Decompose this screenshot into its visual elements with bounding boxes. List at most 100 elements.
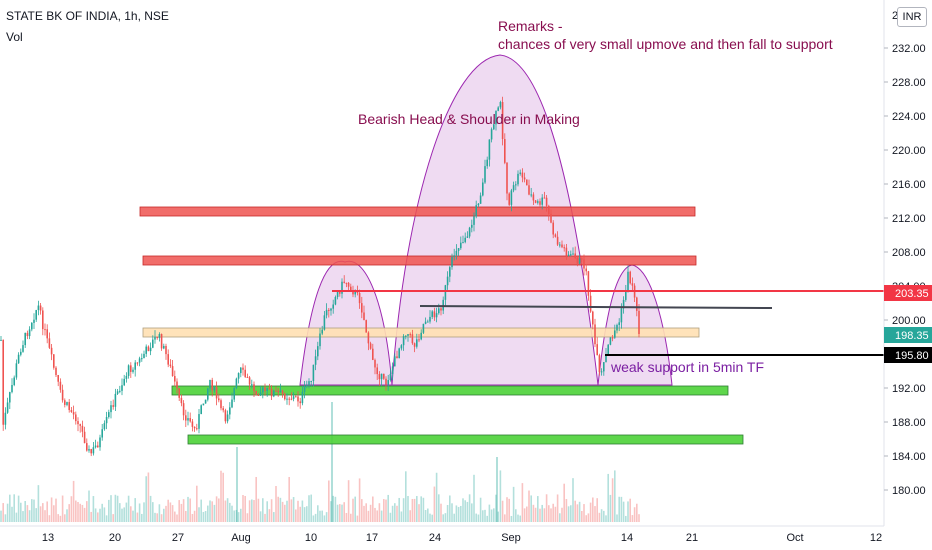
candle-body: [352, 291, 354, 295]
volume-bar: [215, 496, 218, 522]
candle-body: [251, 384, 253, 386]
support-zone-upper[interactable]: [171, 385, 729, 396]
volume-bar: [119, 503, 121, 522]
volume-bar: [442, 514, 444, 522]
candle-body: [365, 320, 367, 333]
resistance-zone-lower[interactable]: [142, 255, 697, 266]
candle-body: [537, 201, 539, 203]
candle-body: [319, 333, 321, 347]
volume-bar: [90, 511, 92, 522]
volume-bar: [589, 502, 592, 522]
candle-body: [620, 308, 623, 323]
volume-bar: [281, 501, 284, 522]
candlestick-series: [0, 96, 640, 457]
neckline-line[interactable]: [419, 305, 773, 309]
time-tick-label: Sep: [501, 532, 521, 544]
volume-bar: [57, 514, 59, 522]
candle-body: [554, 234, 557, 237]
volume-bar: [574, 500, 576, 522]
volume-bar: [636, 503, 638, 522]
volume-bar: [638, 514, 640, 522]
volume-bar: [123, 507, 125, 522]
candle-body: [248, 377, 251, 385]
candle-body: [517, 173, 519, 185]
volume-bar: [224, 500, 227, 522]
volume-bar: [383, 499, 385, 522]
candle-body: [2, 339, 4, 425]
candle-body: [343, 281, 345, 283]
candle-body: [13, 377, 15, 385]
volume-bar: [592, 497, 594, 522]
candle-body: [585, 268, 587, 272]
volume-bar: [147, 472, 150, 522]
volume-bar: [369, 504, 372, 522]
candle-body: [614, 330, 616, 338]
candle-body: [548, 205, 550, 214]
candle-body: [559, 244, 561, 246]
candle-body: [347, 282, 350, 287]
volume-bar: [486, 515, 488, 522]
time-axis[interactable]: 13 20 27 Aug 10 17 24 Sep 14 21 Oct 12: [42, 532, 882, 544]
candle-body: [567, 254, 570, 256]
candle-body: [209, 379, 211, 389]
candle-body: [81, 425, 84, 432]
volume-bar: [288, 476, 290, 522]
candle-body: [156, 336, 158, 339]
candle-body: [167, 354, 169, 365]
candle-body: [402, 335, 405, 346]
volume-bar: [284, 504, 286, 522]
volume-bar: [539, 508, 541, 522]
volume-bar: [341, 504, 343, 522]
volume-bar: [394, 503, 396, 522]
candle-body: [303, 386, 306, 392]
volume-bar: [570, 505, 572, 522]
candle-body: [277, 390, 279, 393]
volume-bar: [363, 505, 365, 522]
volume-bar: [182, 499, 185, 522]
candle-body: [242, 367, 244, 370]
candle-body: [446, 276, 449, 286]
pattern-note: Bearish Head & Shoulder in Making: [358, 111, 580, 127]
candle-body: [473, 216, 475, 225]
currency-button[interactable]: INR: [897, 7, 927, 27]
svg-text:195.80: 195.80: [895, 350, 929, 362]
candle-body: [405, 335, 407, 337]
volume-bar: [446, 505, 449, 522]
volume-bar: [609, 494, 612, 522]
candle-body: [220, 400, 222, 409]
candle-body: [165, 345, 167, 355]
candle-body: [97, 445, 99, 448]
volume-bar: [499, 470, 502, 522]
support-zone-lower[interactable]: [187, 434, 744, 445]
volume-bar: [596, 498, 598, 522]
volume-bar: [576, 504, 579, 522]
volume-bar: [259, 511, 262, 522]
candle-body: [229, 407, 231, 415]
volume-bar: [136, 512, 139, 522]
candle-body: [112, 405, 114, 407]
candle-body: [33, 319, 35, 323]
candle-body: [583, 259, 585, 269]
resistance-zone-upper[interactable]: [139, 206, 696, 217]
volume-bar: [314, 513, 317, 522]
candle-body: [264, 387, 266, 392]
candle-body: [211, 379, 213, 391]
volume-bar: [114, 494, 117, 522]
candle-body: [581, 258, 583, 260]
volume-bar: [372, 496, 374, 522]
volume-bar: [231, 505, 233, 522]
volume-bar: [33, 499, 35, 522]
price-axis[interactable]: 232.00 228.00 224.00 220.00 216.00 212.00 208.…: [884, 43, 926, 497]
volume-bar: [149, 495, 152, 522]
remarks-body: chances of very small upmove and then fa…: [498, 36, 833, 52]
candle-body: [413, 343, 416, 347]
volume-bar: [244, 495, 246, 522]
volume-bar: [548, 505, 550, 522]
candle-body: [374, 359, 376, 368]
candle-body: [369, 343, 372, 349]
volume-bar: [449, 495, 451, 522]
volume-bar: [627, 501, 629, 522]
volume-bar: [578, 501, 581, 522]
candle-body: [475, 205, 477, 217]
